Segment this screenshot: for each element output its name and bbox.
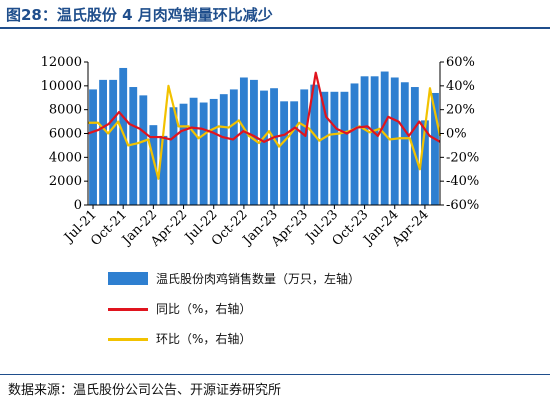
- y-right-tick-label: 60%: [446, 55, 475, 70]
- bar: [219, 94, 228, 205]
- legend-label-sales: 温氏股份肉鸡销售数量（万只，左轴）: [156, 272, 361, 286]
- bar: [310, 84, 319, 205]
- bar: [350, 83, 359, 205]
- bar: [129, 87, 138, 205]
- source-rule: [0, 374, 550, 375]
- bar: [380, 71, 389, 205]
- bar: [199, 102, 208, 205]
- legend-label-mom: 环比（%，右轴）: [156, 332, 252, 346]
- bar: [250, 79, 258, 206]
- y-right-tick-label: -60%: [446, 198, 479, 213]
- y-right-tick-label: 20%: [446, 103, 475, 118]
- bar: [179, 103, 188, 205]
- bar: [280, 101, 289, 205]
- bar: [290, 101, 299, 205]
- bar: [330, 91, 339, 205]
- bar: [229, 89, 238, 205]
- bar: [340, 91, 349, 205]
- line-series: [87, 71, 442, 180]
- bar: [300, 89, 309, 205]
- bar: [209, 98, 218, 205]
- y-left-tick-label: 6000: [49, 127, 82, 142]
- bar: [431, 92, 439, 205]
- bar: [189, 97, 198, 205]
- y-left-tick-label: 10000: [41, 79, 82, 94]
- bar: [139, 95, 148, 205]
- bar: [109, 79, 118, 206]
- chart-plot: 0 2000 4000 6000 8000 10000 12000 -60% -40% -20% 0…: [41, 55, 480, 250]
- source-note: 数据来源：温氏股份公司公告、开源证券研究所: [8, 383, 282, 398]
- bar: [119, 67, 128, 206]
- bar: [99, 79, 107, 206]
- legend-swatch-yoy: [108, 308, 148, 311]
- title-rule: [0, 27, 550, 29]
- bar: [400, 82, 409, 205]
- bar: [410, 87, 419, 205]
- bar: [420, 120, 429, 205]
- bar: [270, 88, 278, 205]
- bar: [89, 89, 97, 205]
- bar: [370, 76, 379, 205]
- legend-swatch-sales: [108, 272, 148, 285]
- legend-label-yoy: 同比（%，右轴）: [156, 302, 252, 316]
- y-right-tick-label: -20%: [446, 150, 479, 165]
- y-left-tick-label: 12000: [41, 55, 82, 70]
- y-right-tick-label: 40%: [446, 79, 475, 94]
- y-left-tick-label: 8000: [49, 103, 82, 118]
- bar: [390, 77, 399, 205]
- y-left-tick-label: 4000: [49, 150, 82, 165]
- bar: [149, 125, 158, 205]
- bar: [260, 90, 268, 205]
- legend-swatch-mom: [108, 338, 148, 341]
- bar-series-sales: [89, 67, 439, 206]
- bar: [360, 76, 369, 205]
- bar: [159, 135, 168, 205]
- yoy-line: [87, 71, 441, 143]
- y-left-tick-label: 2000: [49, 174, 82, 189]
- y-right-tick-label: -40%: [446, 174, 479, 189]
- bar: [320, 91, 329, 205]
- bar: [239, 77, 248, 205]
- y-right-tick-label: 0%: [446, 127, 467, 142]
- figure-title: 图28：温氏股份 4 月肉鸡销量环比减少: [6, 6, 273, 24]
- y-left-tick-label: 0: [74, 198, 82, 213]
- bar: [169, 107, 178, 205]
